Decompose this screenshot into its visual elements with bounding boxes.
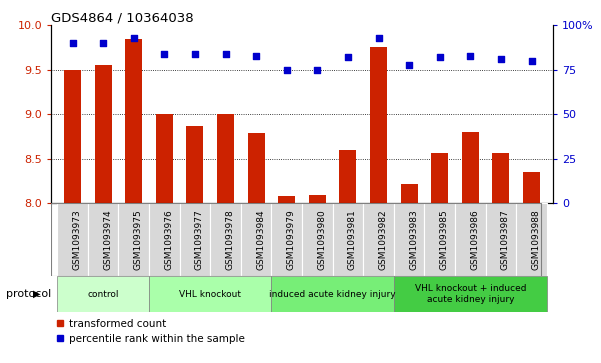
Text: protocol: protocol (6, 289, 51, 299)
Text: GSM1093981: GSM1093981 (348, 209, 357, 270)
Text: GSM1093982: GSM1093982 (379, 209, 388, 270)
Text: GDS4864 / 10364038: GDS4864 / 10364038 (51, 11, 194, 24)
Bar (118, 203, 149, 276)
Point (466, 53, 475, 58)
Bar (210, 203, 241, 276)
Text: GSM1093980: GSM1093980 (317, 209, 326, 270)
Text: GSM1093979: GSM1093979 (287, 209, 296, 270)
Text: GSM1093984: GSM1093984 (256, 209, 265, 270)
Point (496, 56, 505, 62)
Point (221, 51, 230, 57)
Bar (88, 203, 118, 276)
Bar (309, 195, 326, 203)
Text: GSM1093974: GSM1093974 (103, 209, 112, 270)
Bar (394, 276, 547, 312)
Bar (95, 65, 112, 203)
Bar (149, 276, 272, 312)
Bar (241, 203, 272, 276)
Bar (272, 276, 394, 312)
Bar (340, 150, 356, 203)
Bar (57, 276, 149, 312)
Bar (186, 126, 203, 203)
Text: GSM1093973: GSM1093973 (73, 209, 82, 270)
Bar (302, 203, 332, 276)
Bar (486, 203, 516, 276)
Point (99, 40, 108, 46)
Text: ▶: ▶ (33, 289, 40, 299)
Point (129, 35, 138, 41)
Text: control: control (87, 290, 119, 298)
Bar (272, 203, 302, 276)
Point (374, 35, 383, 41)
Bar (248, 133, 264, 203)
Point (159, 51, 169, 57)
Text: GSM1093978: GSM1093978 (225, 209, 234, 270)
Bar (492, 152, 509, 203)
Bar (64, 70, 81, 203)
Point (526, 58, 536, 64)
Text: VHL knockout + induced
acute kidney injury: VHL knockout + induced acute kidney inju… (415, 284, 526, 304)
Point (282, 67, 291, 73)
Text: induced acute kidney injury: induced acute kidney injury (269, 290, 396, 298)
Text: VHL knockout: VHL knockout (179, 290, 241, 298)
Bar (57, 203, 88, 276)
Bar (432, 152, 448, 203)
Text: GSM1093985: GSM1093985 (440, 209, 449, 270)
Bar (455, 203, 486, 276)
Bar (156, 114, 172, 203)
Bar (278, 196, 295, 203)
Text: GSM1093986: GSM1093986 (471, 209, 480, 270)
Point (251, 53, 261, 58)
Bar (149, 203, 180, 276)
Bar (217, 114, 234, 203)
Point (404, 62, 414, 68)
Text: GSM1093976: GSM1093976 (164, 209, 173, 270)
Text: GSM1093988: GSM1093988 (531, 209, 540, 270)
Bar (516, 203, 547, 276)
Text: GSM1093975: GSM1093975 (133, 209, 142, 270)
Bar (523, 172, 540, 203)
Text: GSM1093983: GSM1093983 (409, 209, 418, 270)
Text: GSM1093987: GSM1093987 (501, 209, 510, 270)
Bar (180, 203, 210, 276)
Bar (462, 132, 479, 203)
Bar (332, 203, 363, 276)
Text: GSM1093977: GSM1093977 (195, 209, 204, 270)
Legend: transformed count, percentile rank within the sample: transformed count, percentile rank withi… (56, 319, 245, 344)
Bar (394, 203, 424, 276)
Point (190, 51, 200, 57)
Point (313, 67, 322, 73)
Point (343, 54, 353, 60)
Bar (125, 39, 142, 203)
Bar (363, 203, 394, 276)
Bar (401, 184, 418, 203)
Point (435, 54, 445, 60)
Bar (424, 203, 455, 276)
Point (68, 40, 78, 46)
Bar (370, 47, 387, 203)
